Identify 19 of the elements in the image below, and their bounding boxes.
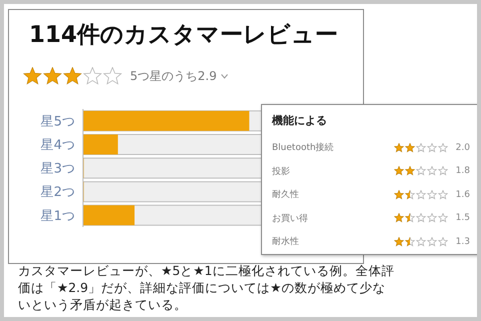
chart-subtitle: 5つ星のうち2.9 [130,68,217,85]
data-label: 1.6 [454,190,470,200]
data-label: 2.0 [454,142,470,153]
category-label: Bluetooth接続 [272,142,335,154]
text: 機能による [272,113,328,128]
y-tick-label: 星5つ [40,114,75,130]
category-label: 耐水性 [272,236,300,248]
y-tick-label: 星4つ [40,138,75,154]
category-label: お買い得 [272,212,309,225]
y-tick-label: 星2つ [40,185,75,200]
text: カスタマーレビューが、★5と★1に二極化されている例。全体評価は「★2.9」だが、詳細な評価については★の数が極めて少ないという矛盾が起きている。 [18,262,396,313]
chart-title: 114件のカスタマーレビュー [29,21,338,50]
data-label: 1.3 [454,236,470,247]
category-label: 耐久性 [272,188,300,202]
data-label: 1.8 [454,166,470,176]
y-tick-label: 星1つ [40,208,75,224]
category-label: 投影 [272,166,291,178]
y-tick-label: 星3つ [40,162,75,177]
data-label: 1.5 [454,213,470,224]
